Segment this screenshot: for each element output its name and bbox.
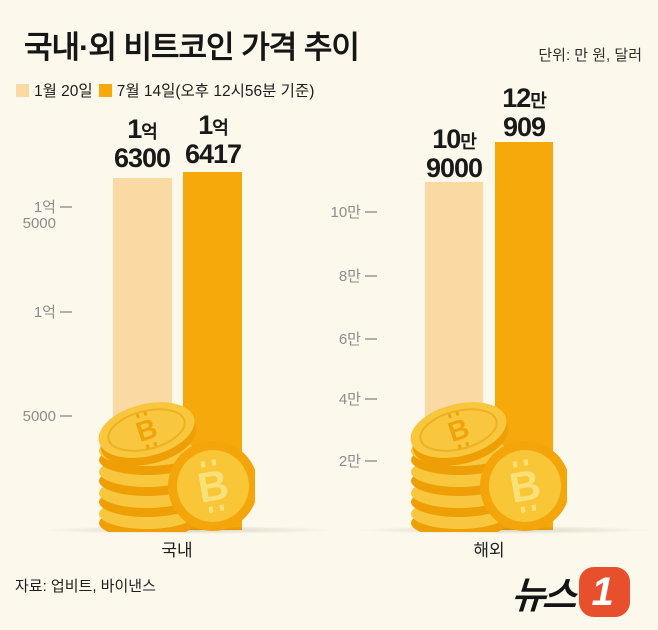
value-number: 6300	[113, 143, 171, 173]
bitcoin-coins-icon	[407, 398, 567, 532]
legend-label-jul14: 7월 14일(오후 12시56분 기준)	[116, 83, 315, 100]
value-label-domestic-jan20: 1억 6300	[92, 114, 192, 173]
y-tick-overseas-100k: 10만	[305, 205, 377, 221]
value-unit-suffix: 억	[141, 122, 158, 142]
value-label-overseas-jan20: 10만 9000	[404, 124, 504, 183]
value-number: 9000	[425, 153, 483, 183]
value-number: 1	[127, 114, 142, 144]
y-tick-label: 10만	[330, 204, 362, 221]
value-unit-suffix: 만	[460, 132, 477, 152]
value-label-domestic-jul14: 1억 6417	[163, 110, 263, 169]
y-tick-domestic-10000: 1억	[0, 305, 72, 321]
source-note: 자료: 업비트, 바이낸스	[15, 578, 156, 595]
legend-swatch-jul14	[98, 83, 112, 97]
y-tick-label: 5000	[22, 215, 56, 232]
y-tick-label: 1억	[33, 199, 56, 216]
y-tick-label: 1억	[33, 304, 56, 321]
tick-mark	[365, 460, 377, 462]
legend: 1월 20일 7월 14일(오후 12시56분 기준)	[16, 79, 314, 101]
value-number: 10	[432, 124, 461, 154]
y-tick-overseas-40k: 4만	[305, 392, 377, 408]
y-tick-overseas-20k: 2만	[305, 454, 377, 470]
y-tick-label: 5000	[22, 408, 56, 425]
value-number: 6417	[184, 139, 242, 169]
bitcoin-coins-icon	[95, 398, 255, 532]
tick-mark	[60, 415, 72, 417]
y-tick-overseas-80k: 8만	[305, 269, 377, 285]
tick-mark	[365, 338, 377, 340]
ground-shadow	[358, 526, 650, 534]
y-tick-domestic-15000: 1억 5000	[0, 200, 72, 232]
tick-mark	[60, 311, 72, 313]
news1-logo-badge-icon: 1	[579, 567, 631, 617]
y-tick-domestic-5000: 5000	[0, 409, 72, 425]
news1-logo-text: 뉴스	[510, 575, 576, 616]
y-tick-label: 8만	[338, 268, 361, 285]
value-number: 1	[198, 110, 213, 140]
unit-note: 단위: 만 원, 달러	[538, 47, 642, 64]
tick-mark	[60, 206, 72, 208]
page-title: 국내·외 비트코인 가격 추이	[24, 30, 360, 65]
value-number: 12	[502, 83, 531, 113]
category-label-domestic: 국내	[161, 541, 193, 560]
legend-swatch-jan20	[16, 83, 29, 97]
tick-mark	[365, 211, 377, 213]
value-unit-suffix: 억	[212, 118, 229, 138]
tick-mark	[365, 398, 377, 400]
tick-mark	[365, 275, 377, 277]
news1-logo: 뉴스 1	[510, 565, 631, 619]
y-tick-label: 6만	[338, 331, 361, 348]
legend-label-jan20: 1월 20일	[34, 83, 93, 100]
y-tick-label: 2만	[338, 453, 361, 470]
y-tick-label: 4만	[338, 391, 361, 408]
news1-logo-numeral: 1	[591, 570, 614, 614]
y-tick-overseas-60k: 6만	[305, 332, 377, 348]
category-label-overseas: 해외	[473, 541, 505, 560]
value-label-overseas-jul14: 12만 909	[474, 83, 574, 142]
value-number: 909	[502, 112, 546, 142]
value-unit-suffix: 만	[530, 91, 547, 111]
